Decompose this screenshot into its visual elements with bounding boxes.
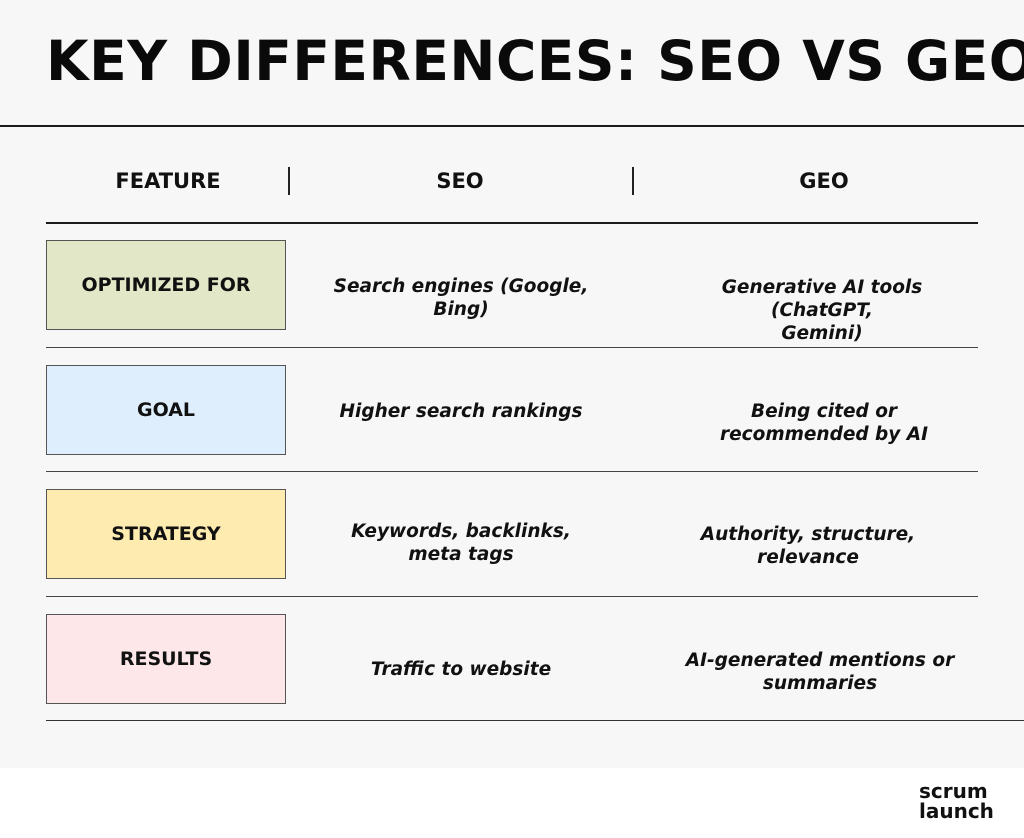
- geo-cell-strategy: Authority, structure, relevance: [658, 523, 958, 569]
- cell-line: Generative AI tools (ChatGPT,: [721, 277, 923, 321]
- cell-line: Keywords, backlinks,: [351, 521, 571, 542]
- feature-label-results: RESULTS: [46, 614, 286, 704]
- header-seo: SEO: [436, 169, 484, 193]
- row-separator: [46, 596, 978, 597]
- cell-line: recommended by AI: [719, 424, 929, 445]
- geo-cell-optimized-for: Generative AI tools (ChatGPT, Gemini): [672, 276, 972, 345]
- geo-cell-results: AI-generated mentions or summaries: [670, 649, 970, 695]
- cell-line: meta tags: [408, 544, 514, 565]
- table-bottom-rule: [46, 720, 1024, 721]
- row-separator: [46, 471, 978, 472]
- seo-cell-strategy: Keywords, backlinks, meta tags: [311, 520, 611, 566]
- cell-line: summaries: [762, 673, 878, 694]
- cell-line: Search engines (Google,: [333, 276, 589, 297]
- header-underline: [46, 222, 978, 224]
- seo-cell-results: Traffic to website: [311, 658, 611, 681]
- brand-word-launch: launch: [919, 799, 994, 823]
- header-feature: FEATURE: [115, 169, 221, 193]
- cell-line: Higher search rankings: [339, 401, 583, 422]
- brand-logo: scrum launch: [919, 781, 1009, 821]
- brand-word-scrum: scrum: [919, 779, 988, 803]
- feature-label-optimized-for: OPTIMIZED FOR: [46, 240, 286, 330]
- row-separator: [46, 347, 978, 348]
- title-divider: [0, 125, 1024, 127]
- geo-cell-goal: Being cited or recommended by AI: [674, 400, 974, 446]
- header-geo: GEO: [799, 169, 849, 193]
- cell-line: Authority, structure,: [700, 524, 916, 545]
- cell-line: relevance: [757, 547, 859, 568]
- seo-cell-goal: Higher search rankings: [311, 400, 611, 423]
- feature-label-goal: GOAL: [46, 365, 286, 455]
- header-divider: [288, 167, 290, 195]
- cell-line: Bing): [433, 299, 489, 320]
- header-divider: [632, 167, 634, 195]
- cell-line: Gemini): [781, 323, 863, 344]
- cell-line: Traffic to website: [370, 659, 552, 680]
- seo-cell-optimized-for: Search engines (Google, Bing): [311, 275, 611, 321]
- cell-line: Being cited or: [750, 401, 898, 422]
- cell-line: AI-generated mentions or: [685, 650, 955, 671]
- page-title: KEY DIFFERENCES: SEO VS GEO: [46, 29, 1024, 93]
- feature-label-strategy: STRATEGY: [46, 489, 286, 579]
